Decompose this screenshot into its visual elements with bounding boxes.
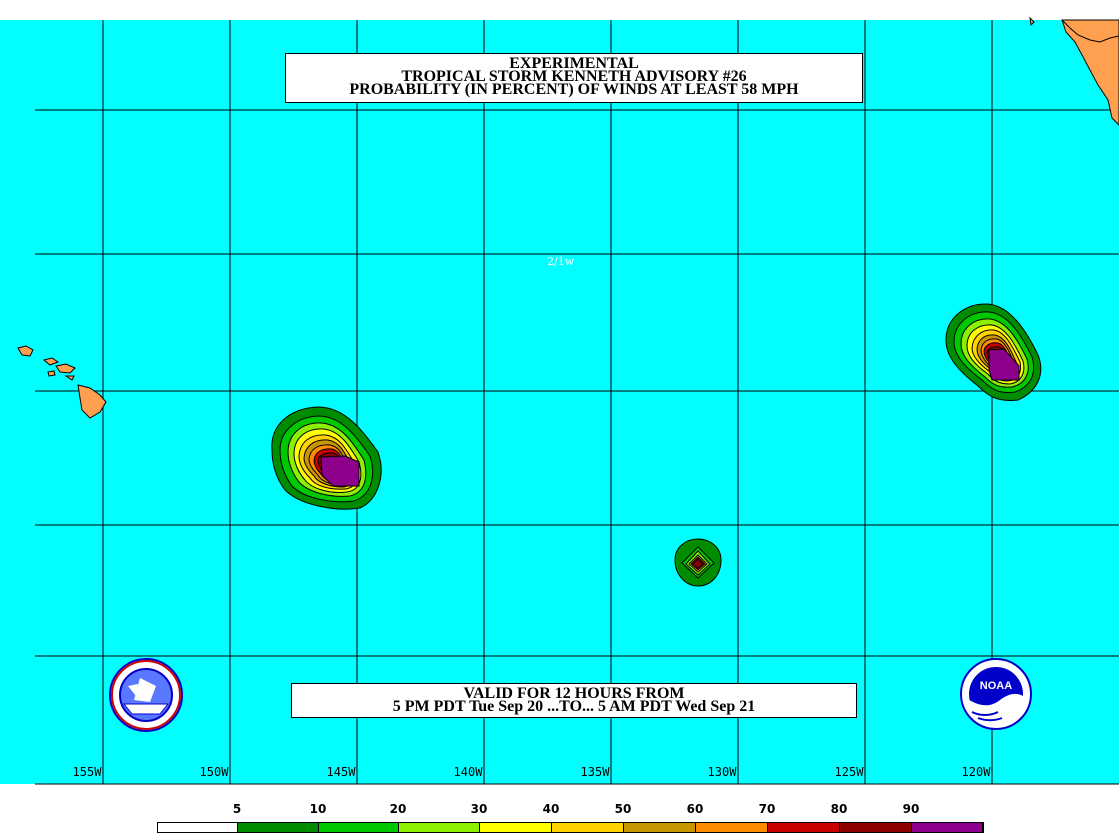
legend-threshold-label: 60 bbox=[686, 802, 704, 816]
legend-swatch bbox=[158, 823, 238, 832]
valid-line-1: VALID FOR 12 HOURS FROM bbox=[463, 685, 685, 702]
nws-logo bbox=[109, 658, 183, 732]
probability-area-3 bbox=[674, 538, 722, 587]
legend-threshold-label: 30 bbox=[470, 802, 488, 816]
title-box: EXPERIMENTAL TROPICAL STORM KENNETH ADVI… bbox=[285, 53, 863, 103]
legend-swatch bbox=[399, 823, 480, 832]
legend-threshold-label: 50 bbox=[614, 802, 632, 816]
legend-swatch bbox=[319, 823, 399, 832]
longitude-label: 125W bbox=[834, 765, 864, 779]
legend-swatch bbox=[840, 823, 912, 832]
hawaiian-islands bbox=[17, 345, 107, 419]
legend-threshold-label: 40 bbox=[542, 802, 560, 816]
map-note: 2/1w bbox=[547, 255, 575, 268]
legend-threshold-label: 70 bbox=[758, 802, 776, 816]
legend-swatch bbox=[480, 823, 552, 832]
longitude-label: 145W bbox=[326, 765, 356, 779]
title-line-2: TROPICAL STORM KENNETH ADVISORY #26 bbox=[401, 68, 747, 85]
longitude-label: 155W bbox=[72, 765, 102, 779]
legend-threshold-label: 5 bbox=[232, 802, 242, 816]
legend-swatch bbox=[238, 823, 319, 832]
title-line-3: PROBABILITY (IN PERCENT) OF WINDS AT LEA… bbox=[349, 81, 799, 98]
legend-threshold-label: 80 bbox=[830, 802, 848, 816]
legend-threshold-label: 10 bbox=[309, 802, 327, 816]
legend-swatch bbox=[912, 823, 983, 832]
valid-line-2: 5 PM PDT Tue Sep 20 ...TO... 5 AM PDT We… bbox=[392, 698, 756, 715]
baja-coast-detail bbox=[1061, 19, 1119, 43]
legend-swatch bbox=[768, 823, 840, 832]
probability-area-2 bbox=[945, 303, 1042, 401]
ocean bbox=[0, 20, 1119, 784]
title-line-1: EXPERIMENTAL bbox=[509, 55, 639, 72]
valid-period-box: VALID FOR 12 HOURS FROM 5 PM PDT Tue Sep… bbox=[291, 683, 857, 718]
longitude-label: 150W bbox=[199, 765, 229, 779]
legend-threshold-label: 90 bbox=[902, 802, 920, 816]
longitude-label: 130W bbox=[707, 765, 737, 779]
baja-island bbox=[1029, 16, 1035, 27]
longitude-label: 120W bbox=[961, 765, 991, 779]
probability-area-1 bbox=[271, 406, 382, 510]
legend-color-bar bbox=[157, 822, 984, 833]
noaa-logo: NOAA bbox=[960, 658, 1032, 730]
legend-threshold-label: 20 bbox=[389, 802, 407, 816]
legend-swatch bbox=[624, 823, 696, 832]
baja-california-land bbox=[1061, 19, 1119, 126]
noaa-logo-text: NOAA bbox=[980, 680, 1012, 692]
longitude-label: 135W bbox=[580, 765, 610, 779]
legend-swatch bbox=[552, 823, 624, 832]
longitude-label: 140W bbox=[453, 765, 483, 779]
lat-lon-grid bbox=[35, 20, 1119, 785]
legend-swatch bbox=[696, 823, 768, 832]
